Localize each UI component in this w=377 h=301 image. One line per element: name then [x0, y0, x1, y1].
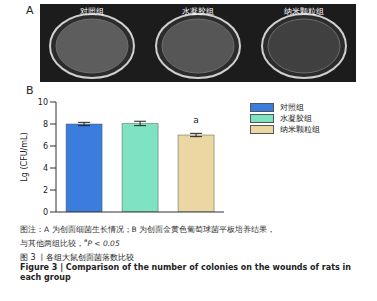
svg-text:6: 6 — [43, 142, 48, 151]
svg-text:2: 2 — [43, 186, 48, 195]
html-text:纳米颗粒组: 纳米颗粒组 — [280, 125, 320, 134]
html-text:B: B — [26, 84, 34, 97]
html-text:Figure 3 | Comparison of the n: Figure 3 | Comparison of the number of c… — [20, 262, 351, 282]
svg-text:A: A — [26, 4, 34, 17]
html-text:图注：A 为创面细菌生长情况；B 为创面金黄色葡萄球菌平板培: 图注：A 为创面细菌生长情况；B 为创面金黄色葡萄球菌平板培养结果， — [20, 225, 275, 234]
html-text:水凝胶组: 水凝胶组 — [280, 114, 312, 123]
svg-text:8: 8 — [43, 120, 48, 129]
svg-text:水凝胶组: 水凝胶组 — [182, 7, 214, 16]
svg-text:对照组: 对照组 — [80, 7, 104, 16]
svg-text:0: 0 — [43, 208, 48, 217]
svg-text:a: a — [193, 115, 199, 125]
svg-text:Lg (CFU/mL): Lg (CFU/mL) — [20, 132, 29, 181]
html-text:与其他两组比较，aP < 0.05: 与其他两组比较，aP < 0.05 — [20, 237, 120, 248]
svg-text:4: 4 — [43, 164, 48, 173]
html-text:对照组: 对照组 — [280, 103, 304, 112]
html-text:图 3 丨各组大鼠创面菌落数比较: 图 3 丨各组大鼠创面菌落数比较 — [20, 252, 135, 262]
svg-text:10: 10 — [38, 98, 48, 107]
svg-text:纳米颗粒组: 纳米颗粒组 — [284, 7, 324, 16]
